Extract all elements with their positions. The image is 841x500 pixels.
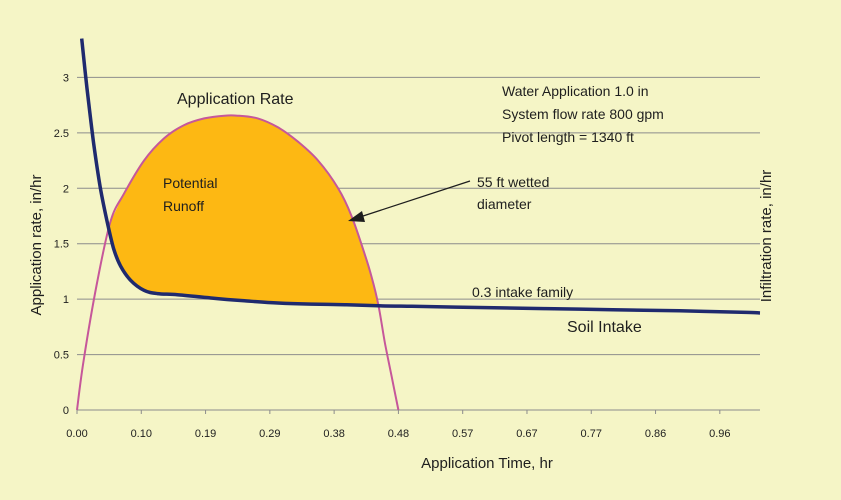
- x-tick-label: 0.10: [131, 428, 152, 440]
- wetted-arrow-head: [348, 211, 365, 222]
- water-application-label: Water Application 1.0 in: [502, 83, 649, 99]
- y-tick-label: 3: [63, 72, 69, 84]
- flow-rate-label: System flow rate 800 gpm: [502, 106, 664, 122]
- y-tick-label: 0.5: [54, 350, 69, 362]
- wetted-arrow-line: [359, 180, 471, 218]
- runoff-fill-layer: [109, 115, 379, 306]
- y-tick-label: 2: [63, 183, 69, 195]
- x-tick-label: 0.38: [323, 428, 344, 440]
- series-layer: [76, 38, 761, 411]
- x-axis-title: Application Time, hr: [421, 455, 553, 472]
- x-tick-label: 0.19: [195, 428, 216, 440]
- soil-intake-label: Soil Intake: [567, 319, 642, 336]
- wetted-diameter-label-2: diameter: [477, 196, 532, 212]
- y2-axis-title: Infiltration rate, in/hr: [758, 170, 775, 303]
- x-tick-label: 0.29: [259, 428, 280, 440]
- potential-runoff-area: [109, 115, 379, 306]
- y-axis-title: Application rate, in/hr: [28, 175, 45, 316]
- y-tick-label: 1: [63, 294, 69, 306]
- runoff-label: Runoff: [163, 198, 204, 214]
- arrow-layer: [348, 180, 471, 222]
- soil-intake-line: [79, 38, 761, 315]
- y-tick-label: 1.5: [54, 239, 69, 251]
- y-tick-label: 0: [63, 405, 69, 417]
- x-tick-label: 0.48: [388, 428, 409, 440]
- tick-labels: 0 0.5 1 1.5 2 2.5 3 0.00 0.10 0.19 0.29 0.38 0.48 0.5…: [54, 72, 731, 440]
- x-tick-label: 0.77: [581, 428, 602, 440]
- x-tick-label: 0.96: [709, 428, 730, 440]
- x-tick-label: 0.00: [66, 428, 87, 440]
- x-tick-label: 0.86: [645, 428, 666, 440]
- application-rate-label: Application Rate: [177, 91, 294, 108]
- pivot-length-label: Pivot length = 1340 ft: [502, 129, 634, 145]
- x-tick-label: 0.67: [516, 428, 537, 440]
- x-tick-label: 0.57: [452, 428, 473, 440]
- y-tick-label: 2.5: [54, 128, 69, 140]
- application-rate-line: [76, 114, 400, 411]
- intake-family-label: 0.3 intake family: [472, 284, 573, 300]
- potential-label: Potential: [163, 175, 217, 191]
- wetted-diameter-label-1: 55 ft wetted: [477, 174, 549, 190]
